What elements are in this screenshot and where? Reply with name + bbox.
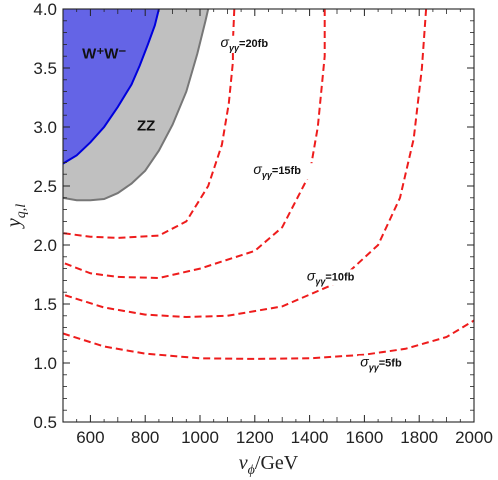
contour-label-backdrop bbox=[218, 35, 285, 52]
contour-label-2: σγγ=15fb bbox=[253, 161, 301, 180]
x-tick-label: 1200 bbox=[236, 428, 274, 447]
x-tick-label: 2000 bbox=[455, 428, 493, 447]
excluded-regions bbox=[63, 9, 210, 202]
y-axis-label: yq,l bbox=[3, 204, 29, 229]
contour-label-backdrop bbox=[251, 163, 318, 180]
y-tick-label: 1.5 bbox=[33, 295, 57, 314]
y-tick-label: 0.5 bbox=[33, 413, 57, 432]
x-tick-label: 800 bbox=[131, 428, 159, 447]
contour-label-4: σγγ=5fb bbox=[360, 354, 402, 373]
region-label-ww: W⁺W⁻ bbox=[82, 46, 126, 63]
y-tick-label: 4.0 bbox=[33, 0, 57, 19]
y-tick-label: 2.0 bbox=[33, 236, 57, 255]
region-zz-boundary bbox=[63, 9, 210, 202]
x-tick-label: 1000 bbox=[181, 428, 219, 447]
chart-labels: vϕ/GeV yq,l W⁺W⁻ ZZ σγγ=20fb σγγ=15fb σγγ=10fb… bbox=[3, 34, 425, 478]
x-tick-label: 1600 bbox=[345, 428, 383, 447]
x-tick-label: 1800 bbox=[400, 428, 438, 447]
x-tick-label: 600 bbox=[76, 428, 104, 447]
y-tick-label: 3.5 bbox=[33, 59, 57, 78]
contour-label-3: σγγ=10fb bbox=[307, 267, 355, 286]
y-tick-label: 3.0 bbox=[33, 118, 57, 137]
contour-line-1 bbox=[63, 9, 236, 239]
y-tick-label: 2.5 bbox=[33, 177, 57, 196]
region-w-w-fill bbox=[63, 9, 159, 164]
contour-curves bbox=[63, 9, 474, 360]
contour-label-1: σγγ=20fb bbox=[221, 34, 269, 53]
contour-line-4 bbox=[63, 319, 474, 360]
contour-label-backdrop bbox=[358, 355, 425, 372]
region-w-w-boundary bbox=[63, 9, 160, 165]
region-label-zz: ZZ bbox=[137, 118, 155, 135]
y-tick-label: 1.0 bbox=[33, 354, 57, 373]
axis-ticks: 600 800 1000 1200 1400 1600 1800 2000 0.5 1.0 1.5 2… bbox=[33, 0, 493, 447]
x-tick-label: 1400 bbox=[291, 428, 329, 447]
contour-line-2 bbox=[63, 9, 326, 280]
contour-label-backdrop bbox=[304, 269, 371, 286]
x-axis-label: vϕ/GeV bbox=[239, 452, 299, 478]
